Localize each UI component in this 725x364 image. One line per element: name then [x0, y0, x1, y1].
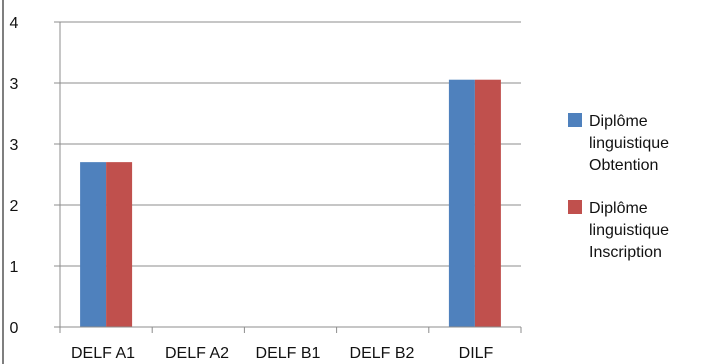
y-tick-label: 0 — [10, 320, 19, 337]
legend-label: Diplôme linguistique Inscription — [589, 200, 669, 261]
x-category-label: DELF B2 — [350, 345, 415, 362]
bar — [80, 162, 107, 327]
y-tick-label: 3 — [10, 76, 19, 93]
y-tick-labels: 0 1 2 3 3 4 — [10, 15, 19, 337]
axes — [59, 22, 522, 333]
bar — [448, 79, 475, 328]
x-category-label: DELF B1 — [256, 345, 321, 362]
legend: Diplôme linguistique Obtention Diplôme lingu… — [568, 113, 669, 261]
y-tick-label: 3 — [10, 137, 19, 154]
y-tick-label: 2 — [10, 198, 19, 215]
legend-label: Diplôme linguistique Obtention — [589, 113, 669, 174]
bar — [474, 79, 501, 328]
bars — [80, 79, 501, 328]
legend-swatch — [568, 200, 582, 214]
x-category-label: DELF A1 — [71, 345, 135, 362]
legend-swatch — [568, 113, 582, 127]
x-category-labels: DELF A1 DELF A2 DELF B1 DELF B2 DILF — [71, 345, 494, 362]
y-tick-label: 1 — [10, 259, 19, 276]
y-tick-label: 4 — [10, 15, 19, 32]
x-category-label: DILF — [459, 345, 494, 362]
x-category-label: DELF A2 — [165, 345, 229, 362]
bar — [106, 162, 133, 327]
legend-item: Diplôme linguistique Obtention — [568, 113, 669, 174]
legend-item: Diplôme linguistique Inscription — [568, 200, 669, 261]
